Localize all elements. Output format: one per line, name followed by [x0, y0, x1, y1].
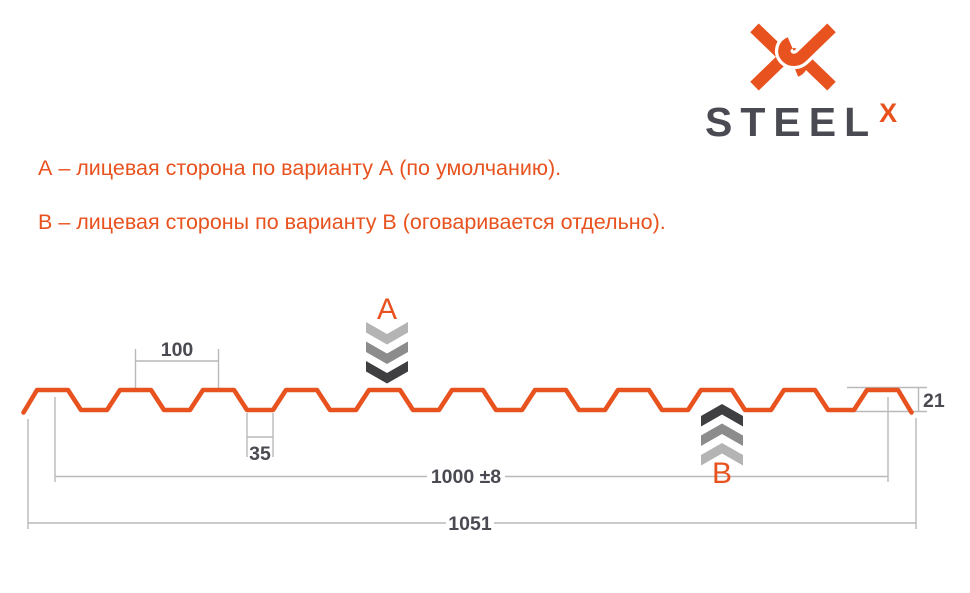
note-variant-b: В – лицевая стороны по варианту В (огова… — [38, 210, 666, 234]
steelx-logo-icon — [750, 21, 839, 91]
logo-arm-bottom-right — [801, 57, 836, 91]
brand-sup-x: X — [879, 98, 898, 128]
brand-wordmark: STEELX — [705, 98, 898, 145]
marker-b-letter: B — [712, 457, 732, 490]
marker-a-letter: A — [377, 293, 397, 326]
chevron-down-icon — [366, 361, 408, 384]
chevron-up-icon — [701, 404, 743, 427]
pitch-dim-label: 100 — [161, 339, 194, 361]
chevron-up-icon — [701, 423, 743, 446]
overall-width-label: 1051 — [448, 513, 492, 535]
note-variant-a: А – лицевая сторона по варианту А (по ум… — [38, 156, 562, 180]
chevron-down-icon — [366, 322, 408, 345]
marker-a-chevrons — [366, 322, 408, 384]
logo-hook-top-right — [778, 23, 836, 66]
chevron-up-icon — [701, 443, 743, 466]
sheet-profile-outline — [21, 387, 914, 415]
dimension-lines — [27, 349, 927, 529]
valley-dim-label: 35 — [249, 443, 271, 465]
height-dim-label: 21 — [923, 390, 945, 412]
brand-name: STEEL — [705, 99, 878, 145]
useful-width-label: 1000 ±8 — [431, 466, 501, 488]
chevron-down-icon — [366, 341, 408, 364]
marker-b-chevrons — [701, 404, 743, 466]
